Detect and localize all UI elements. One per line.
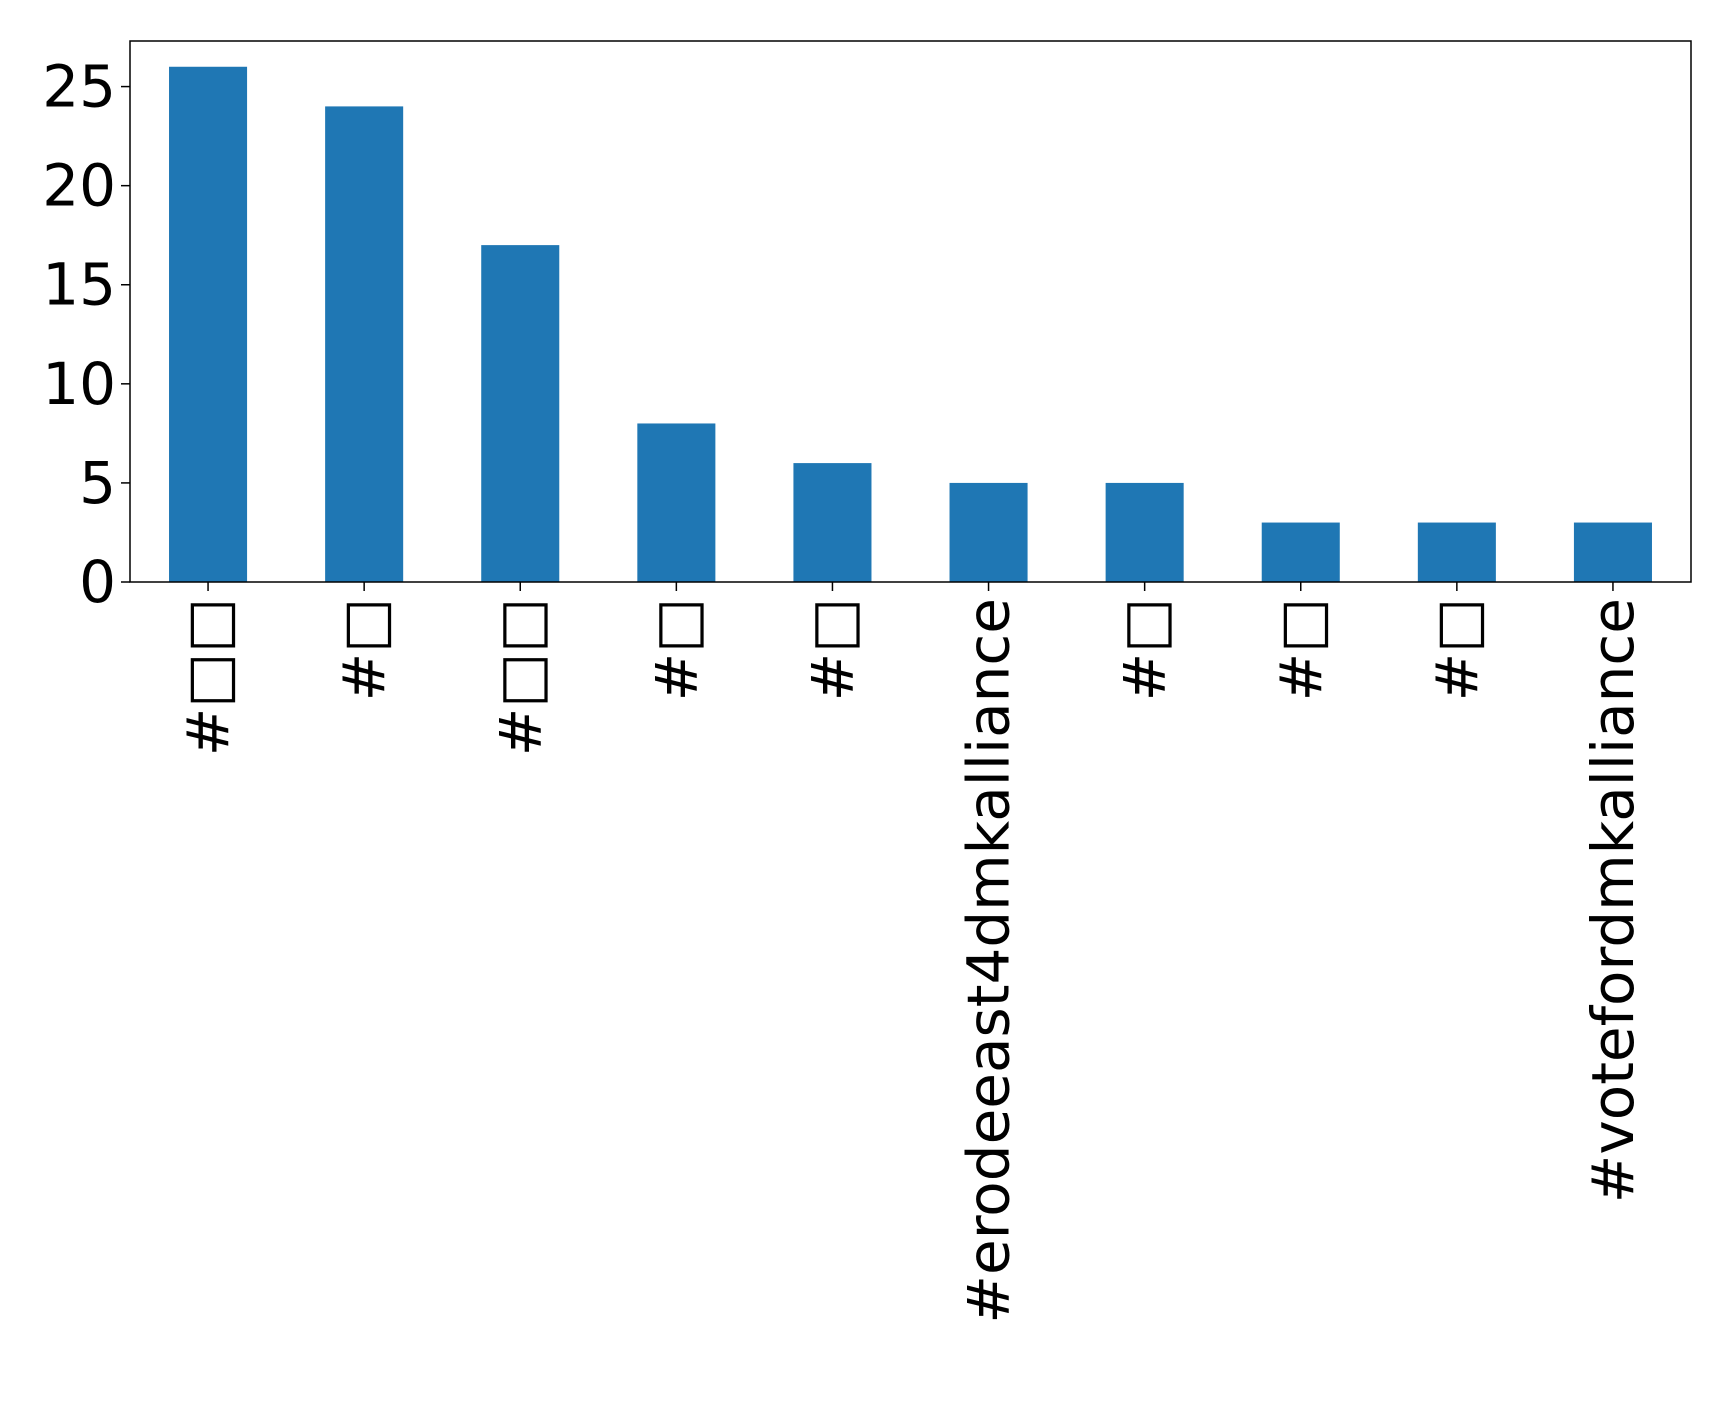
x-tick-label-0: #□□ xyxy=(174,598,242,756)
bar-7 xyxy=(1261,522,1340,582)
plot-frame xyxy=(129,40,1692,583)
y-tick-label-2: 10 xyxy=(42,350,116,418)
bar-3 xyxy=(637,423,716,582)
x-tick-label-9: #votefordmkalliance xyxy=(1579,598,1647,1203)
y-tick-label-0: 0 xyxy=(79,548,116,616)
x-tick-label-3: #□ xyxy=(642,598,710,701)
bar-2 xyxy=(481,245,560,582)
bar-4 xyxy=(793,463,872,582)
x-tick-label-1: #□ xyxy=(330,598,398,701)
y-tick-label-3: 15 xyxy=(42,251,116,319)
bar-9 xyxy=(1573,522,1652,582)
bar-1 xyxy=(325,106,404,583)
x-axis-ticks: #□□ #□ #□□ #□ #□ #erodeeast4dmkalliance #□ #□ #□… xyxy=(174,582,1647,1324)
x-tick-label-6: #□ xyxy=(1111,598,1179,701)
y-axis-ticks: 0 5 10 15 20 25 xyxy=(42,53,130,616)
y-tick-label-1: 5 xyxy=(79,449,116,517)
x-tick-label-5: #erodeeast4dmkalliance xyxy=(955,598,1023,1324)
y-tick-label-4: 20 xyxy=(42,152,116,220)
bar-0 xyxy=(169,66,248,582)
bar-6 xyxy=(1105,482,1184,582)
bars-group xyxy=(169,66,1652,583)
x-tick-label-2: #□□ xyxy=(486,598,554,756)
y-tick-label-5: 25 xyxy=(42,53,116,121)
bar-5 xyxy=(949,482,1028,582)
bar-8 xyxy=(1417,522,1496,582)
x-tick-label-7: #□ xyxy=(1267,598,1335,701)
x-tick-label-8: #□ xyxy=(1423,598,1491,701)
x-tick-label-4: #□ xyxy=(798,598,866,701)
